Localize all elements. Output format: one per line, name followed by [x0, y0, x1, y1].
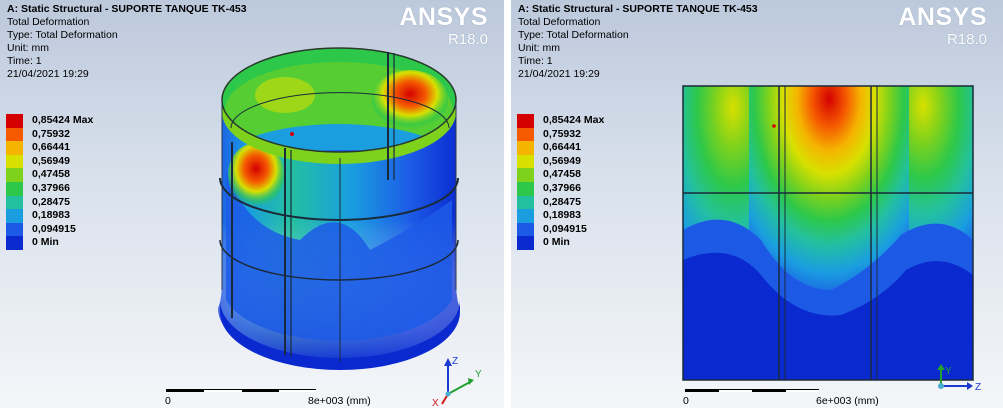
legend-label: 0,37966	[32, 181, 70, 194]
result-name: Total Deformation	[7, 16, 90, 28]
axis-triad[interactable]: Y Z	[923, 364, 987, 408]
scale-bar	[166, 389, 316, 392]
legend-label: 0,18983	[543, 209, 581, 222]
analysis-title: A: Static Structural - SUPORTE TANQUE TK…	[7, 3, 247, 15]
result-name: Total Deformation	[518, 16, 601, 28]
legend-swatch	[517, 236, 534, 250]
axis-triad[interactable]: Z Y X	[428, 354, 488, 408]
result-time: Time: 1	[7, 55, 42, 67]
result-info: A: Static Structural - SUPORTE TANQUE TK…	[7, 3, 247, 81]
legend-label: 0 Min	[32, 236, 59, 249]
axis-y-label: Y	[475, 369, 482, 380]
legend-swatch	[6, 181, 23, 196]
legend-label: 0,28475	[543, 195, 581, 208]
legend-swatch	[6, 195, 23, 210]
axis-z-label: Z	[975, 382, 981, 393]
scale-zero-label: 0	[683, 395, 689, 407]
legend-swatch	[6, 222, 23, 237]
legend-label: 0,28475	[32, 195, 70, 208]
result-unit: Unit: mm	[518, 42, 560, 54]
result-time: Time: 1	[518, 55, 553, 67]
result-date: 21/04/2021 19:29	[518, 68, 600, 80]
axis-y-label: Y	[945, 366, 952, 377]
ansys-logo: ANSYS R18.0	[399, 3, 488, 49]
legend-label: 0,75932	[543, 127, 581, 140]
scale-max-label: 8e+003 (mm)	[308, 395, 371, 407]
legend-swatch	[6, 209, 23, 223]
legend-label: 0,85424 Max	[32, 114, 94, 126]
axis-x-label: X	[432, 398, 439, 408]
logo-version: R18.0	[447, 31, 488, 48]
axis-z-label: Z	[452, 356, 458, 367]
result-date: 21/04/2021 19:29	[7, 68, 89, 80]
legend-label: 0 Min	[543, 236, 570, 249]
result-info: A: Static Structural - SUPORTE TANQUE TK…	[518, 3, 758, 81]
legend-swatch	[6, 141, 23, 155]
legend-label: 0,47458	[32, 168, 70, 181]
left-viewport[interactable]: A: Static Structural - SUPORTE TANQUE TK…	[0, 0, 504, 408]
tank-model-side-view[interactable]	[511, 0, 1003, 408]
legend-swatch	[6, 154, 23, 169]
legend-swatch	[517, 154, 534, 169]
legend-swatch	[517, 127, 534, 142]
legend-swatch	[6, 127, 23, 142]
tank-model-3d[interactable]	[0, 0, 504, 408]
legend-swatch	[517, 114, 534, 128]
legend-label: 0,37966	[543, 181, 581, 194]
analysis-title: A: Static Structural - SUPORTE TANQUE TK…	[518, 3, 758, 15]
legend-label: 0,56949	[543, 154, 581, 167]
scale-zero-label: 0	[165, 395, 171, 407]
scale-max-label: 6e+003 (mm)	[816, 395, 879, 407]
legend-swatch	[517, 141, 534, 155]
result-type: Type: Total Deformation	[7, 29, 118, 41]
legend-swatch	[517, 222, 534, 237]
legend-swatch	[517, 195, 534, 210]
legend-label: 0,47458	[543, 168, 581, 181]
logo-version: R18.0	[946, 31, 987, 48]
legend-swatch	[517, 209, 534, 223]
legend-label: 0,75932	[32, 127, 70, 140]
legend-swatch	[6, 168, 23, 182]
legend-label: 0,56949	[32, 154, 70, 167]
legend-label: 0,094915	[32, 222, 76, 235]
legend-swatch	[6, 114, 23, 128]
viewport-divider	[504, 0, 511, 408]
scale-bar	[685, 389, 819, 392]
legend-label: 0,66441	[32, 141, 70, 154]
legend-label: 0,094915	[543, 222, 587, 235]
result-type: Type: Total Deformation	[518, 29, 629, 41]
right-viewport[interactable]: A: Static Structural - SUPORTE TANQUE TK…	[511, 0, 1003, 408]
ansys-logo: ANSYS R18.0	[898, 3, 987, 49]
logo-brand: ANSYS	[898, 3, 987, 31]
legend-swatch	[517, 168, 534, 182]
legend-swatch	[517, 181, 534, 196]
legend-label: 0,18983	[32, 209, 70, 222]
logo-brand: ANSYS	[399, 3, 488, 31]
legend-swatch	[6, 236, 23, 250]
legend-label: 0,85424 Max	[543, 114, 605, 126]
result-unit: Unit: mm	[7, 42, 49, 54]
legend-label: 0,66441	[543, 141, 581, 154]
